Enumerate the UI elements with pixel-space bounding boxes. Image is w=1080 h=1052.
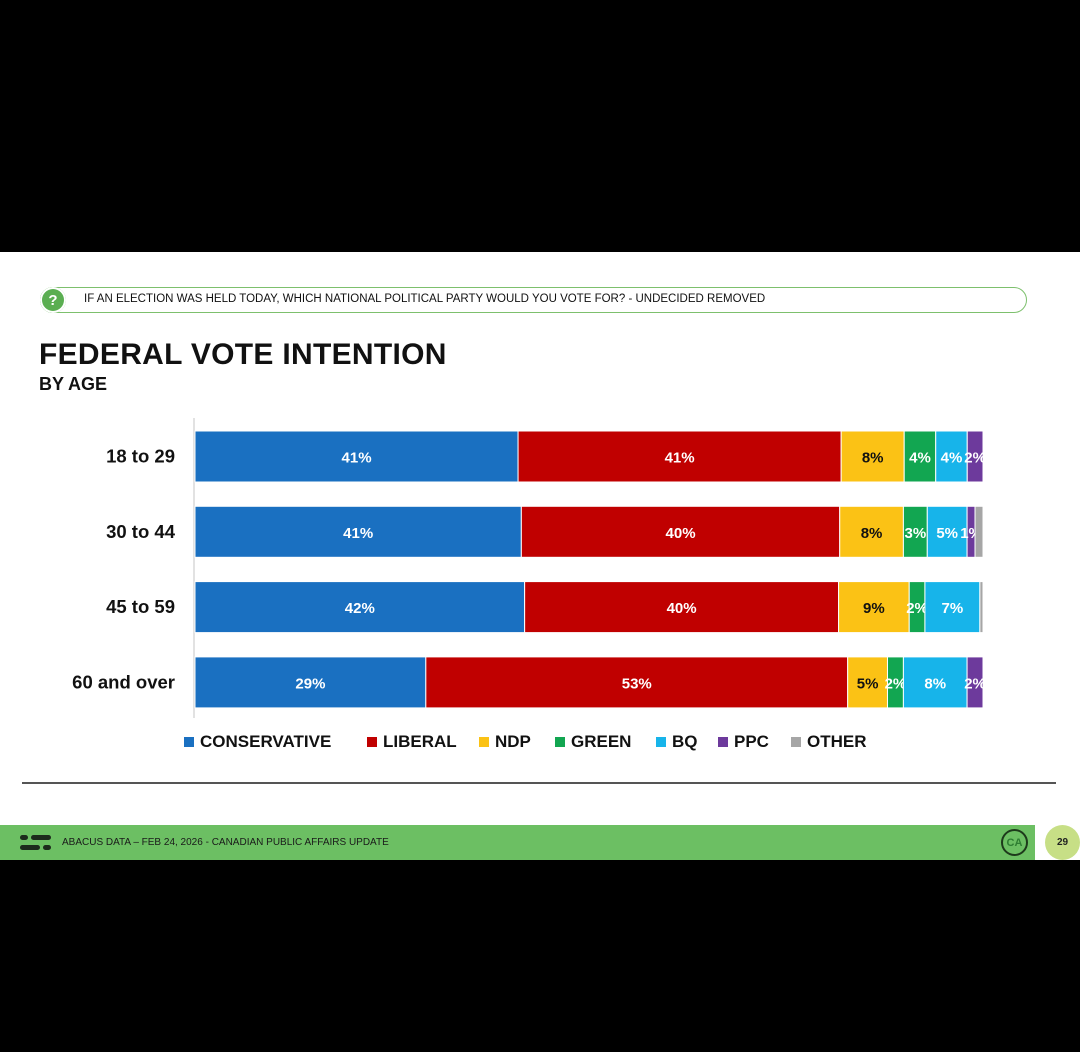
data-label: 4% bbox=[941, 450, 963, 467]
data-label: 2% bbox=[964, 450, 986, 467]
data-label: 41% bbox=[342, 450, 372, 467]
data-label: 41% bbox=[343, 525, 373, 542]
category-label: 18 to 29 bbox=[106, 446, 175, 467]
bar-conservative bbox=[194, 505, 522, 558]
question-icon: ? bbox=[40, 287, 66, 313]
data-label: 9% bbox=[863, 600, 885, 617]
data-label: 2% bbox=[964, 675, 986, 692]
footer-text: ABACUS DATA – FEB 24, 2026 - CANADIAN PU… bbox=[62, 837, 389, 848]
legend-label: NDP bbox=[495, 732, 531, 751]
bar-bq bbox=[902, 656, 968, 709]
divider bbox=[22, 782, 1056, 784]
data-label: 5% bbox=[936, 525, 958, 542]
footer-bar: ABACUS DATA – FEB 24, 2026 - CANADIAN PU… bbox=[0, 825, 1035, 860]
slide: ? IF AN ELECTION WAS HELD TODAY, WHICH N… bbox=[0, 252, 1080, 860]
data-label: 2% bbox=[906, 600, 928, 617]
bar-ndp bbox=[840, 430, 905, 483]
data-label: 29% bbox=[295, 675, 325, 692]
bar-other bbox=[974, 505, 984, 558]
legend-swatch-other bbox=[791, 737, 801, 747]
legend-label: GREEN bbox=[571, 732, 631, 751]
legend-swatch-ppc bbox=[718, 737, 728, 747]
legend-label: CONSERVATIVE bbox=[200, 732, 331, 751]
legend-swatch-bq bbox=[656, 737, 666, 747]
legend-swatch-conservative bbox=[184, 737, 194, 747]
chart-title: FEDERAL VOTE INTENTION bbox=[39, 338, 447, 371]
category-label: 60 and over bbox=[72, 671, 175, 692]
data-label: 40% bbox=[666, 525, 696, 542]
question-bar: ? IF AN ELECTION WAS HELD TODAY, WHICH N… bbox=[40, 287, 1027, 313]
data-label: 2% bbox=[885, 675, 907, 692]
bar-ppc bbox=[966, 656, 984, 709]
bar-other bbox=[979, 581, 984, 634]
category-label: 30 to 44 bbox=[106, 521, 176, 542]
bar-liberal bbox=[517, 430, 842, 483]
stacked-bar-chart: 18 to 29 41% 41% 8% 4% 4% 2%30 to 44 41% 40% 8% 3%… bbox=[72, 418, 986, 751]
abacus-logo-icon bbox=[20, 835, 51, 850]
data-label: 5% bbox=[857, 675, 879, 692]
data-label: 3% bbox=[904, 525, 926, 542]
legend-swatch-green bbox=[555, 737, 565, 747]
legend-label: PPC bbox=[734, 732, 769, 751]
data-label: 41% bbox=[665, 450, 695, 467]
data-label: 42% bbox=[345, 600, 375, 617]
legend-swatch-liberal bbox=[367, 737, 377, 747]
bar-conservative bbox=[194, 430, 519, 483]
data-label: 4% bbox=[909, 450, 931, 467]
page-number: 29 bbox=[1045, 825, 1080, 860]
bar-conservative bbox=[194, 656, 427, 709]
legend-swatch-ndp bbox=[479, 737, 489, 747]
bar-bq bbox=[924, 581, 981, 634]
data-label: 8% bbox=[862, 450, 884, 467]
bar-bq bbox=[926, 505, 968, 558]
footer-badge: CA bbox=[1001, 829, 1028, 856]
bar-ndp bbox=[838, 581, 910, 634]
data-label: 8% bbox=[924, 675, 946, 692]
data-label: 7% bbox=[942, 600, 964, 617]
bar-liberal bbox=[524, 581, 840, 634]
legend-label: LIBERAL bbox=[383, 732, 457, 751]
category-label: 45 to 59 bbox=[106, 596, 175, 617]
data-label: 8% bbox=[861, 525, 883, 542]
data-label: 53% bbox=[622, 675, 652, 692]
data-label: 40% bbox=[667, 600, 697, 617]
legend-label: OTHER bbox=[807, 732, 867, 751]
question-text: IF AN ELECTION WAS HELD TODAY, WHICH NAT… bbox=[84, 293, 766, 305]
chart-subtitle: BY AGE bbox=[39, 374, 108, 394]
bar-liberal bbox=[425, 656, 849, 709]
legend-label: BQ bbox=[672, 732, 698, 751]
bar-ppc bbox=[966, 430, 984, 483]
bar-conservative bbox=[194, 581, 526, 634]
